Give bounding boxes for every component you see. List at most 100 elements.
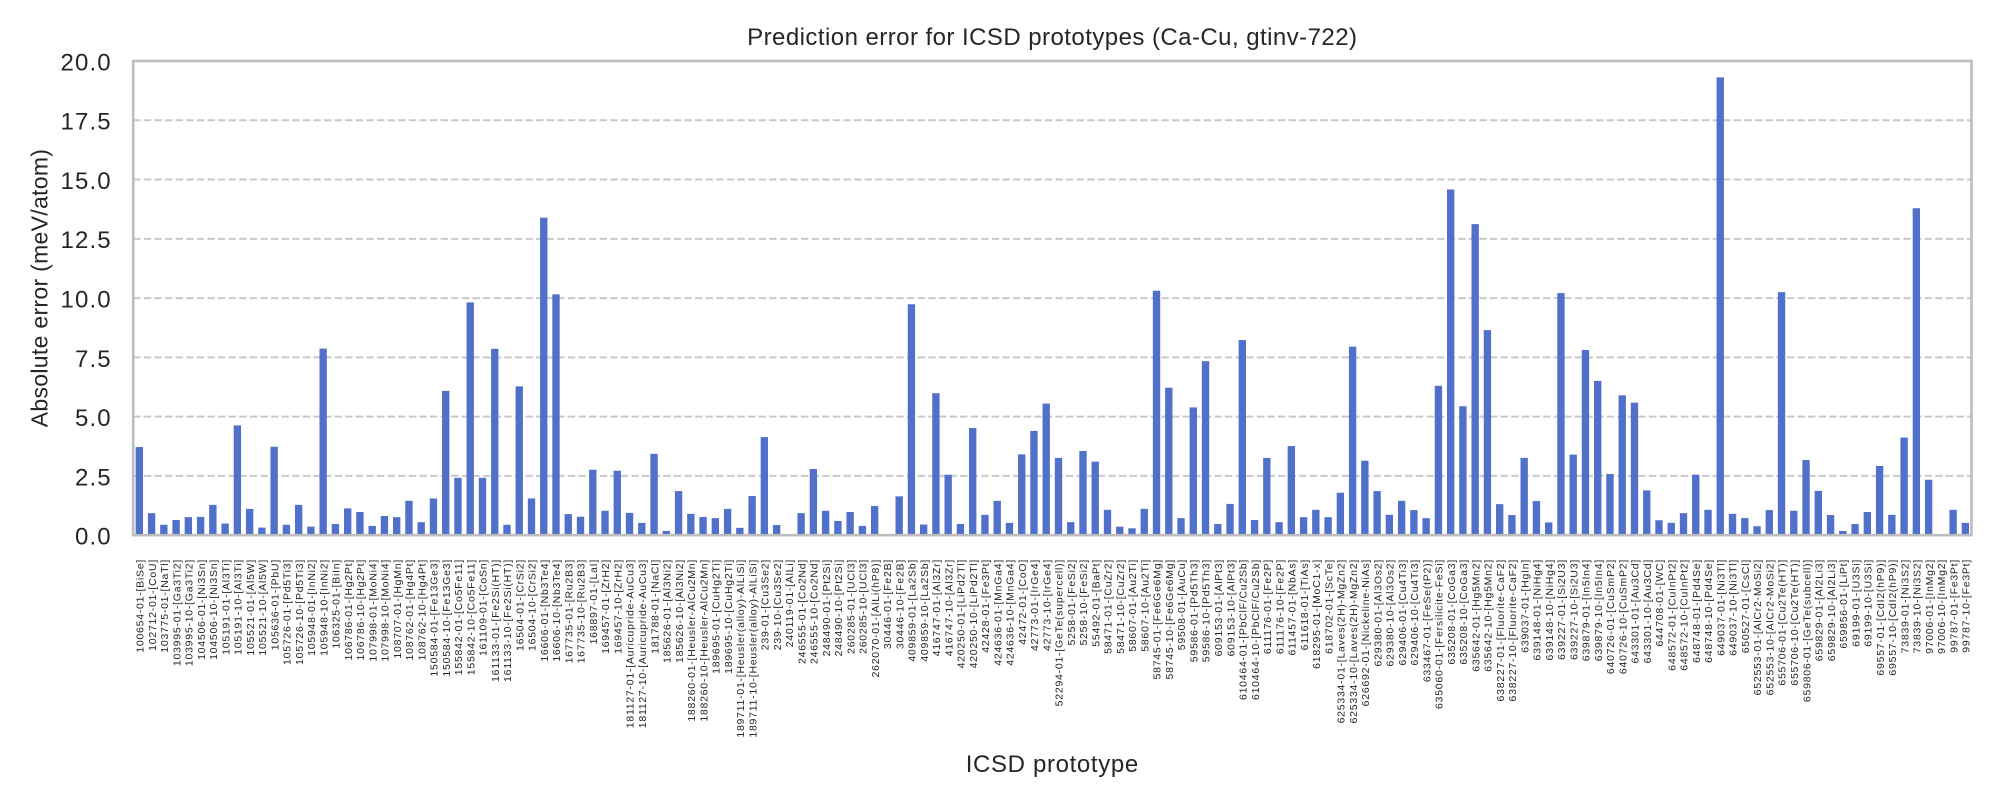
svg-text:260285-01-[UCl3]: 260285-01-[UCl3]	[845, 559, 857, 654]
svg-text:102712-01-[CoU]: 102712-01-[CoU]	[147, 559, 159, 651]
svg-text:73839-01-[Ni3S2]: 73839-01-[Ni3S2]	[1899, 559, 1911, 653]
svg-text:161133-10-[Fe2Si(HT)]: 161133-10-[Fe2Si(HT)]	[502, 559, 514, 682]
svg-text:409859-01-[La2Sb]: 409859-01-[La2Sb]	[907, 559, 919, 662]
svg-text:167735-10-[Ru2B3]: 167735-10-[Ru2B3]	[576, 559, 588, 663]
svg-text:106786-01-[Hg2Pt]: 106786-01-[Hg2Pt]	[343, 559, 355, 660]
svg-text:181788-01-[NaCl]: 181788-01-[NaCl]	[649, 559, 661, 654]
svg-text:659829-01-[Al2Li3]: 659829-01-[Al2Li3]	[1814, 559, 1826, 661]
svg-text:659856-01-[LiPt]: 659856-01-[LiPt]	[1838, 559, 1850, 649]
svg-text:409859-10-[La2Sb]: 409859-10-[La2Sb]	[919, 559, 931, 662]
svg-text:58471-01-[CuZr2]: 58471-01-[CuZr2]	[1103, 559, 1115, 654]
svg-text:106325-01-[BiIn]: 106325-01-[BiIn]	[331, 559, 343, 649]
svg-text:5.0: 5.0	[75, 405, 112, 432]
svg-text:189695-01-[CuHg2Ti]: 189695-01-[CuHg2Ti]	[711, 559, 723, 674]
svg-text:15.0: 15.0	[60, 168, 111, 195]
svg-text:105521-01-[Al5W]: 105521-01-[Al5W]	[245, 559, 257, 656]
svg-text:7.5: 7.5	[75, 346, 112, 373]
svg-text:246555-01-[Co2Nd]: 246555-01-[Co2Nd]	[796, 559, 808, 664]
svg-text:42472-01-[CoO]: 42472-01-[CoO]	[1017, 559, 1029, 645]
svg-text:189711-01-[Heusler(alloy)-AlLi: 189711-01-[Heusler(alloy)-AlLiSi]	[735, 559, 747, 738]
svg-text:635208-01-[CoGa3]: 635208-01-[CoGa3]	[1446, 559, 1458, 665]
svg-text:105636-01-[PbU]: 105636-01-[PbU]	[269, 559, 281, 650]
svg-text:Prediction error for ICSD prot: Prediction error for ICSD prototypes (Ca…	[747, 24, 1357, 51]
svg-text:188260-01-[Heusler-AlCu2Mn]: 188260-01-[Heusler-AlCu2Mn]	[686, 559, 698, 722]
svg-text:643301-10-[Au3Cd]: 643301-10-[Au3Cd]	[1642, 559, 1654, 663]
svg-text:239-01-[Cu3Se2]: 239-01-[Cu3Se2]	[760, 559, 772, 650]
svg-text:639879-01-[In5In4]: 639879-01-[In5In4]	[1581, 559, 1593, 661]
svg-text:Absolute error (meV/atom): Absolute error (meV/atom)	[27, 149, 53, 427]
svg-text:105191-10-[Al3Ti]: 105191-10-[Al3Ti]	[233, 559, 245, 655]
svg-text:10.0: 10.0	[60, 287, 111, 314]
svg-text:416747-10-[Al3Zr]: 416747-10-[Al3Zr]	[943, 559, 955, 656]
svg-text:105726-10-[Pd5Ti3]: 105726-10-[Pd5Ti3]	[294, 559, 306, 665]
svg-text:105521-10-[Al5W]: 105521-10-[Al5W]	[257, 559, 269, 656]
svg-text:611176-10-[Fe2P]: 611176-10-[Fe2P]	[1274, 559, 1286, 654]
svg-text:155842-10-[Co5Fe11]: 155842-10-[Co5Fe11]	[465, 559, 477, 675]
svg-text:640726-01-[CuSmP2]: 640726-01-[CuSmP2]	[1605, 559, 1617, 674]
svg-text:16504-01-[CrSi2]: 16504-01-[CrSi2]	[514, 559, 526, 651]
svg-text:169457-10-[ZrH2]: 169457-10-[ZrH2]	[612, 559, 624, 654]
svg-text:59508-01-[AuCu]: 59508-01-[AuCu]	[1176, 559, 1188, 650]
svg-text:69557-01-[CdI2(hP9)]: 69557-01-[CdI2(hP9)]	[1875, 559, 1887, 676]
svg-text:629406-10-[Cu4Ti3]: 629406-10-[Cu4Ti3]	[1409, 559, 1421, 666]
svg-text:150584-01-[Fe13Ge3]: 150584-01-[Fe13Ge3]	[429, 559, 441, 677]
svg-text:105948-01-[InNi2]: 105948-01-[InNi2]	[306, 559, 318, 656]
svg-text:42428-01-[Fe3Pt]: 42428-01-[Fe3Pt]	[980, 559, 992, 653]
svg-text:42773-01-[IrGe4]: 42773-01-[IrGe4]	[1029, 559, 1041, 651]
svg-text:58607-10-[Au2Ti]: 58607-10-[Au2Ti]	[1139, 559, 1151, 652]
svg-text:424636-01-[MnGa4]: 424636-01-[MnGa4]	[992, 559, 1004, 666]
svg-text:69199-10-[U3Si]: 69199-10-[U3Si]	[1863, 559, 1875, 647]
svg-text:618295-01-[MoC1-x]: 618295-01-[MoC1-x]	[1311, 559, 1323, 669]
svg-text:188260-10-[Heusler-AlCu2Mn]: 188260-10-[Heusler-AlCu2Mn]	[698, 559, 710, 722]
svg-text:648748-01-[Pd4Se]: 648748-01-[Pd4Se]	[1691, 559, 1703, 663]
svg-text:633467-01-[FeSe(tP2)]: 633467-01-[FeSe(tP2)]	[1421, 559, 1433, 682]
svg-text:2.5: 2.5	[75, 464, 112, 491]
svg-text:17.5: 17.5	[60, 109, 111, 136]
svg-text:16606-10-[Nb3Te4]: 16606-10-[Nb3Te4]	[551, 559, 563, 662]
svg-text:58745-01-[Fe6Ge6Mg]: 58745-01-[Fe6Ge6Mg]	[1152, 559, 1164, 679]
svg-text:ICSD prototype: ICSD prototype	[966, 751, 1139, 778]
svg-text:97006-01-[InMg2]: 97006-01-[InMg2]	[1924, 559, 1936, 654]
svg-text:639037-01-[HgIn]: 639037-01-[HgIn]	[1519, 559, 1531, 653]
svg-text:103995-01-[Ga3Ti2]: 103995-01-[Ga3Ti2]	[171, 559, 183, 666]
svg-text:0.0: 0.0	[75, 524, 112, 551]
svg-text:626692-01-[Nickeline-NiAs]: 626692-01-[Nickeline-NiAs]	[1360, 559, 1372, 706]
svg-text:105948-10-[InNi2]: 105948-10-[InNi2]	[318, 559, 330, 656]
svg-text:610464-01-[PbClF/Cu2Sb]: 610464-01-[PbClF/Cu2Sb]	[1238, 559, 1250, 700]
svg-text:644708-01-[WC]: 644708-01-[WC]	[1654, 559, 1666, 647]
svg-text:611618-01-[TiAs]: 611618-01-[TiAs]	[1299, 559, 1311, 650]
svg-text:424636-10-[MnGa4]: 424636-10-[MnGa4]	[1005, 559, 1017, 666]
svg-text:638227-01-[Fluorite-CaF2]: 638227-01-[Fluorite-CaF2]	[1495, 559, 1507, 701]
svg-text:618702-01-[ScTe]: 618702-01-[ScTe]	[1323, 559, 1335, 654]
svg-text:108707-01-[HgMn]: 108707-01-[HgMn]	[392, 559, 404, 659]
svg-text:652553-01-[AlCr2-MoSi2]: 652553-01-[AlCr2-MoSi2]	[1752, 559, 1764, 695]
svg-text:103995-10-[Ga3Ti2]: 103995-10-[Ga3Ti2]	[184, 559, 196, 666]
svg-text:262070-01-[AlLi(hP8)]: 262070-01-[AlLi(hP8)]	[870, 559, 882, 677]
svg-text:103775-01-[NaTl]: 103775-01-[NaTl]	[159, 559, 171, 653]
svg-text:629406-01-[Cu4Ti3]: 629406-01-[Cu4Ti3]	[1397, 559, 1409, 666]
svg-text:189711-10-[Heusler(alloy)-AlLi: 189711-10-[Heusler(alloy)-AlLiSi]	[747, 559, 759, 738]
svg-text:181127-10-[Auricupride-AuCu3]: 181127-10-[Auricupride-AuCu3]	[637, 559, 649, 728]
svg-text:12.5: 12.5	[60, 227, 111, 254]
svg-text:609153-10-[AlPt3]: 609153-10-[AlPt3]	[1225, 559, 1237, 656]
svg-text:185626-01-[Al3Ni2]: 185626-01-[Al3Ni2]	[662, 559, 674, 663]
svg-text:239-10-[Cu3Se2]: 239-10-[Cu3Se2]	[772, 559, 784, 650]
svg-text:648572-10-[CuInPt2]: 648572-10-[CuInPt2]	[1679, 559, 1691, 671]
svg-text:167735-01-[Ru2B3]: 167735-01-[Ru2B3]	[563, 559, 575, 663]
svg-text:104506-10-[Ni3Sn]: 104506-10-[Ni3Sn]	[208, 559, 220, 660]
svg-text:610464-10-[PbClF/Cu2Sb]: 610464-10-[PbClF/Cu2Sb]	[1250, 559, 1262, 700]
svg-text:248490-10-[Pt2Si]: 248490-10-[Pt2Si]	[833, 559, 845, 656]
svg-text:73839-10-[Ni3S2]: 73839-10-[Ni3S2]	[1912, 559, 1924, 653]
svg-text:168897-01-[LaI]: 168897-01-[LaI]	[588, 559, 600, 644]
svg-text:416747-01-[Al3Zr]: 416747-01-[Al3Zr]	[931, 559, 943, 656]
svg-text:106786-10-[Hg2Pt]: 106786-10-[Hg2Pt]	[355, 559, 367, 660]
svg-text:635642-01-[Hg5Mn2]: 635642-01-[Hg5Mn2]	[1470, 559, 1482, 672]
svg-text:69199-01-[U3Si]: 69199-01-[U3Si]	[1850, 559, 1862, 647]
svg-text:625334-10-[Laves(2H)-MgZn2]: 625334-10-[Laves(2H)-MgZn2]	[1348, 559, 1360, 723]
svg-text:155842-01-[Co5Fe11]: 155842-01-[Co5Fe11]	[453, 559, 465, 675]
svg-text:100654-01-[BiSe]: 100654-01-[BiSe]	[135, 559, 147, 653]
svg-text:648748-10-[Pd4Se]: 648748-10-[Pd4Se]	[1703, 559, 1715, 663]
svg-text:639148-01-[NiHg4]: 639148-01-[NiHg4]	[1532, 559, 1544, 660]
svg-text:105191-01-[Al3Ti]: 105191-01-[Al3Ti]	[220, 559, 232, 655]
svg-text:104506-01-[Ni3Sn]: 104506-01-[Ni3Sn]	[196, 559, 208, 660]
